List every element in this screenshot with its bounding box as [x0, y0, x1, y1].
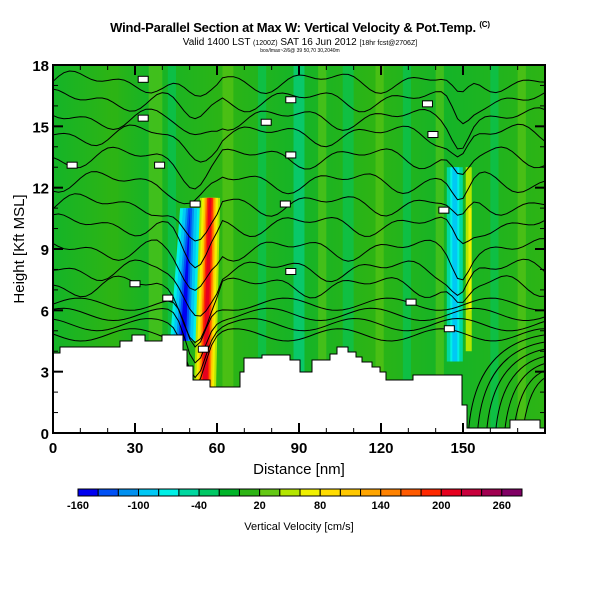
colorbar-tick-label: 80 [314, 500, 326, 512]
colorbar-tick-label: 200 [432, 500, 450, 512]
colorbar-label: Vertical Velocity [cm/s] [244, 521, 353, 533]
contour-label [198, 346, 208, 352]
y-tick-label: 15 [32, 119, 49, 136]
plot-area [53, 65, 545, 433]
colorbar-swatch [280, 489, 300, 496]
colorbar-tick-label: 20 [254, 500, 266, 512]
y-tick-label: 6 [41, 303, 49, 320]
x-tick-label: 60 [209, 440, 226, 457]
x-tick-label: 30 [127, 440, 144, 457]
contour-label [406, 299, 416, 305]
contour-label [286, 97, 296, 103]
x-tick-label: 150 [450, 440, 475, 457]
x-axis-label: Distance [nm] [253, 461, 345, 478]
colorbar-swatch [300, 489, 320, 496]
colorbar-swatch [78, 489, 98, 496]
x-tick-label: 0 [49, 440, 57, 457]
velocity-band [403, 65, 411, 433]
colorbar-swatch [401, 489, 421, 496]
colorbar-swatch [239, 489, 259, 496]
colorbar-swatch [421, 489, 441, 496]
contour-label [439, 207, 449, 213]
contour-label [138, 115, 148, 121]
colorbar-tick-label: -40 [191, 500, 207, 512]
contour-label [138, 76, 148, 82]
y-tick-label: 0 [41, 426, 49, 443]
colorbar-swatch [381, 489, 401, 496]
y-tick-label: 12 [32, 181, 49, 198]
y-tick-label: 18 [32, 58, 49, 75]
colorbar-tick-label: 260 [493, 500, 511, 512]
contour-label [261, 119, 271, 125]
x-tick-label: 90 [291, 440, 308, 457]
colorbar-swatch [441, 489, 461, 496]
contour-label [286, 152, 296, 158]
colorbar-swatch [159, 489, 179, 496]
y-tick-label: 9 [41, 242, 49, 259]
colorbar-swatch [260, 489, 280, 496]
contour-label [67, 162, 77, 168]
colorbar-swatch [361, 489, 381, 496]
contour-label [422, 101, 432, 107]
colorbar-swatch [179, 489, 199, 496]
contour-label [444, 326, 454, 332]
colorbar-swatch [219, 489, 239, 496]
contour-label [428, 132, 438, 138]
velocity-band [518, 65, 526, 433]
contour-label [286, 268, 296, 274]
contour-label [280, 201, 290, 207]
x-tick-label: 120 [368, 440, 393, 457]
colorbar-swatch [118, 489, 138, 496]
colorbar-tick-label: -100 [128, 500, 150, 512]
colorbar-swatch [482, 489, 502, 496]
contour-label [163, 295, 173, 301]
colorbar-swatch [340, 489, 360, 496]
velocity-band [222, 65, 233, 433]
contour-label [155, 162, 165, 168]
colorbar-tick-label: -160 [67, 500, 89, 512]
colorbar-tick-label: 140 [372, 500, 390, 512]
colorbar-swatch [98, 489, 118, 496]
y-axis-label: Height [Kft MSL] [11, 194, 28, 303]
colorbar-swatch [320, 489, 340, 496]
contour-label [190, 201, 200, 207]
colorbar-swatch [461, 489, 481, 496]
colorbar-swatch [199, 489, 219, 496]
colorbar-swatch [139, 489, 159, 496]
colorbar-swatch [502, 489, 522, 496]
y-tick-label: 3 [41, 365, 49, 382]
contour-label [130, 281, 140, 287]
